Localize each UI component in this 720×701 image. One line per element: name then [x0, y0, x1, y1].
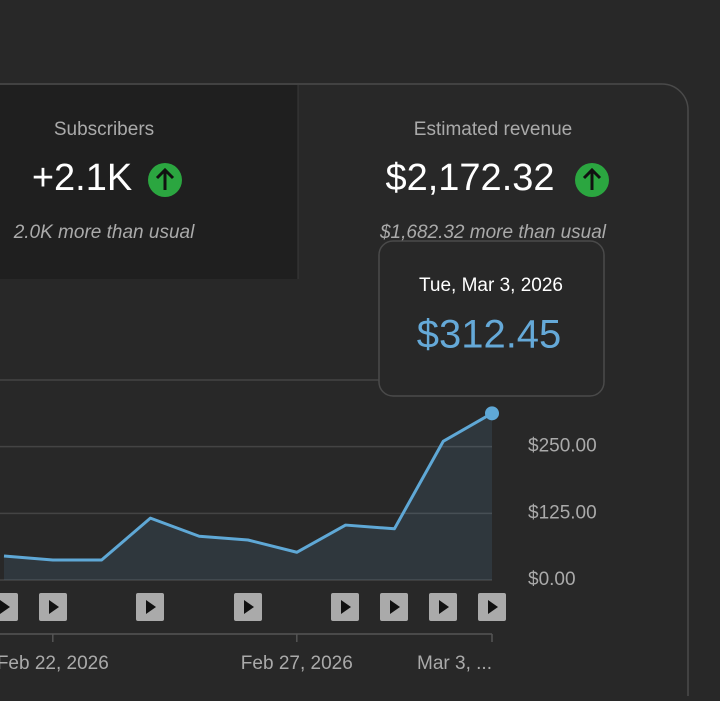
metric-label: Estimated revenue [414, 119, 572, 140]
video-markers [0, 593, 506, 621]
y-tick-label: $125.00 [528, 502, 597, 523]
up-icon [148, 163, 182, 197]
tooltip: Tue, Mar 3, 2026 $312.45 [378, 240, 605, 397]
metric-label: Subscribers [54, 119, 154, 140]
up-icon [575, 163, 609, 197]
y-tick-label: $250.00 [528, 436, 597, 457]
line [3, 412, 493, 562]
tooltip-title: Tue, Mar 3, 2026 [419, 275, 563, 296]
x-tick-label: Feb 22, 2026 [0, 653, 109, 674]
x-tick-label: Mar 3, ... [417, 653, 492, 674]
card-border [0, 83, 689, 700]
highlight-point [485, 406, 499, 421]
metric-note: $1,682.32 more than usual [379, 222, 607, 243]
metric-value: +2.1K [32, 157, 132, 199]
metric-value: $2,172.32 [385, 157, 554, 199]
area [4, 413, 492, 580]
metric-note: 2.0K more than usual [13, 222, 195, 243]
x-tick-label: Feb 27, 2026 [241, 653, 353, 674]
y-tick-label: $0.00 [528, 569, 576, 590]
plot [0, 379, 499, 642]
tooltip-value: $312.45 [417, 313, 562, 357]
